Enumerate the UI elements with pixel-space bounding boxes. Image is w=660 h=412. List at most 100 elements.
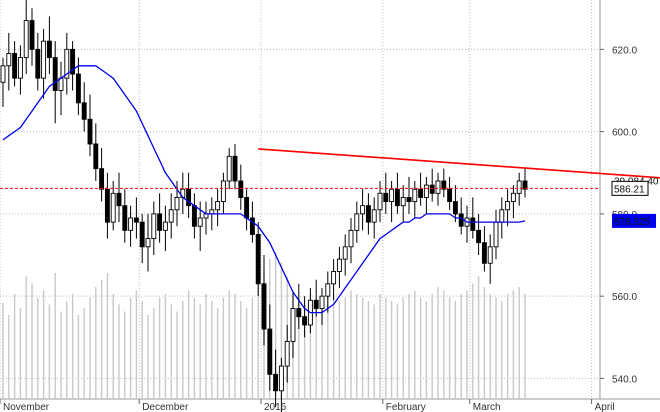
candle-body [342,246,348,260]
candle-body [139,221,145,248]
candle-body [331,271,337,285]
candle-body [394,188,400,207]
candle-body [302,316,308,326]
candle-body [145,238,151,248]
month-label: February [386,402,426,412]
candle-body [505,201,511,211]
candle-body [81,102,87,120]
candle-body [273,373,279,392]
candle-body [255,234,261,285]
candle-body [104,188,110,223]
candle-body [470,217,476,231]
candle-body [128,217,134,231]
candle-body [52,57,58,91]
month-label: April [595,402,615,412]
moving-average-line [2,65,526,314]
y-tick-label: 600.0 [612,128,637,139]
candle-body [110,192,116,223]
candle-body [423,184,429,198]
candle-body [447,188,453,203]
candle-body [510,192,516,203]
candle-body [232,155,238,182]
candle-body [377,192,383,211]
candlesticks [0,0,528,412]
candle-body [122,205,128,231]
candle-body [157,213,163,231]
candle-body [238,180,244,198]
candle-body [267,328,273,375]
candle-body [23,20,29,59]
month-label: March [473,402,501,412]
candle-body [383,192,389,203]
candle-body [458,213,464,227]
candle-body [499,209,505,223]
candle-body [481,242,487,264]
candle-body [0,65,6,83]
last-price-box [611,180,649,196]
candle-body [319,295,325,309]
candle-body [58,77,64,91]
candle-body [313,299,319,309]
candle-body [516,180,522,194]
candle-body [476,229,482,244]
candle-body [29,20,35,50]
candle-body [336,258,342,272]
candle-body [46,40,52,59]
candle-body [41,40,47,79]
candle-body [64,48,70,79]
y-tick-label: 540.0 [612,374,637,385]
candle-body [493,221,499,248]
candle-body [371,209,377,223]
candle-body [133,217,139,223]
candle-body [406,196,412,203]
candle-body [354,213,360,231]
candle-body [290,308,296,342]
candle-body [452,201,458,215]
candle-body [435,180,441,194]
candle-body [284,340,290,367]
ma-label: 578.325 [614,217,651,228]
candle-body [220,180,226,203]
candle-body [191,205,197,227]
candle-body [99,168,105,190]
candle-body [116,192,122,207]
moving-average [2,65,526,314]
candle-body [168,209,174,223]
month-label: 2016 [264,402,287,412]
candle-body [429,184,435,194]
candle-body [215,201,221,211]
candle-body [418,188,424,198]
candle-body [261,283,267,330]
candle-body [325,283,331,297]
candle-body [93,143,99,170]
volume-bars [2,252,526,399]
candle-body [278,365,284,392]
last-price-label: 586.21 [614,184,645,195]
candle-body [87,118,93,145]
candle-body [70,48,76,75]
ma-label-box [612,213,656,228]
candle-body [12,53,18,79]
y-tick-label: 560.0 [612,292,637,303]
candle-body [6,53,12,67]
candle-body [400,196,406,207]
month-label: December [142,402,189,412]
candle-body [441,180,447,190]
month-label: November [3,402,50,412]
candle-body [226,155,232,182]
candle-body [487,246,493,264]
candle-body [35,48,41,79]
candle-body [75,73,81,104]
trendline [258,148,660,179]
candle-body [162,221,168,231]
candle-body [244,196,250,219]
y-tick-label: 620.0 [612,45,637,56]
candle-body [522,180,528,190]
candle-body [348,229,354,248]
candle-body [197,217,203,227]
candle-body [174,196,180,211]
candle-body [412,188,418,203]
candle-body [360,205,366,215]
annotation-lines [0,148,660,189]
